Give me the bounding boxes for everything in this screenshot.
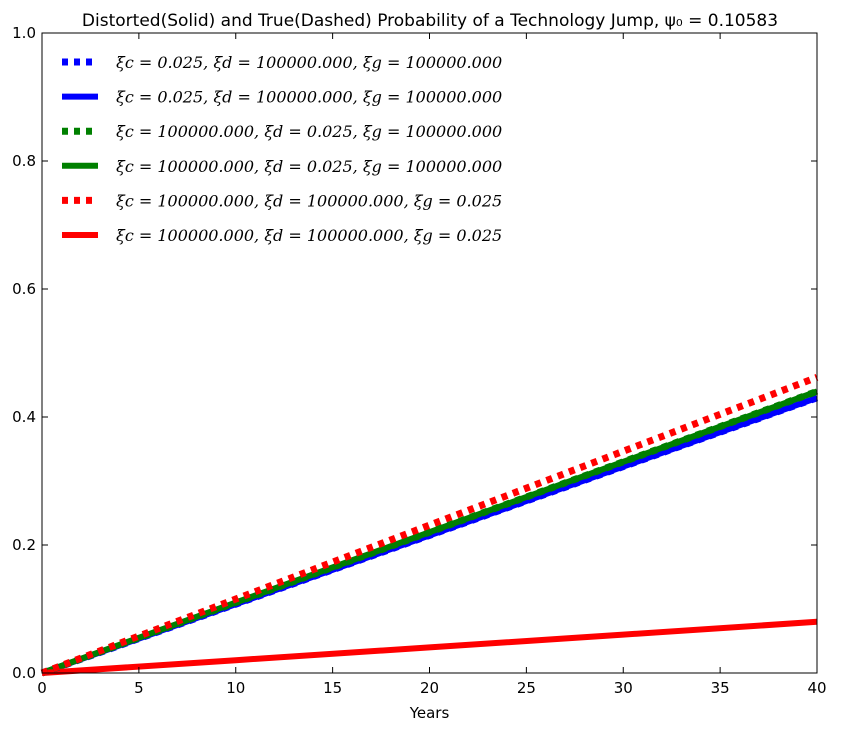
y-tick-label: 1.0 — [12, 24, 36, 42]
x-tick-label: 0 — [37, 679, 47, 697]
y-tick-label: 0.0 — [12, 664, 36, 682]
y-tick-label: 0.2 — [12, 536, 36, 554]
legend-entry-2: ξc = 0.025, ξd = 100000.000, ξg = 100000… — [116, 88, 502, 107]
chart-title: Distorted(Solid) and True(Dashed) Probab… — [82, 11, 778, 31]
series-line-6-solid — [41, 618, 818, 676]
legend-entry-3: ξc = 100000.000, ξd = 0.025, ξg = 100000… — [116, 122, 502, 141]
x-tick-label: 35 — [711, 679, 730, 697]
legend-entry-1: ξc = 0.025, ξd = 100000.000, ξg = 100000… — [116, 53, 502, 72]
series-layer — [40, 374, 819, 677]
legend: ξc = 0.025, ξd = 100000.000, ξg = 100000… — [62, 53, 502, 245]
x-tick-label: 20 — [420, 679, 439, 697]
x-tick-label: 10 — [226, 679, 245, 697]
y-tick-label: 0.6 — [12, 280, 36, 298]
legend-entry-6: ξc = 100000.000, ξd = 100000.000, ξg = 0… — [116, 226, 502, 245]
x-tick-label: 25 — [517, 679, 536, 697]
x-tick-label: 40 — [807, 679, 826, 697]
x-tick-label: 15 — [323, 679, 342, 697]
legend-entry-5: ξc = 100000.000, ξd = 100000.000, ξg = 0… — [116, 191, 502, 210]
legend-entry-4: ξc = 100000.000, ξd = 0.025, ξg = 100000… — [116, 157, 502, 176]
x-tick-label: 5 — [134, 679, 144, 697]
x-axis-label: Years — [409, 704, 450, 722]
ticks-layer: 0 5 10 15 20 25 30 35 40 0.0 0.2 0.4 0.6 0.8 1.0 — [12, 24, 826, 697]
y-tick-label: 0.4 — [12, 408, 36, 426]
y-tick-label: 0.8 — [12, 152, 36, 170]
x-tick-label: 30 — [614, 679, 633, 697]
